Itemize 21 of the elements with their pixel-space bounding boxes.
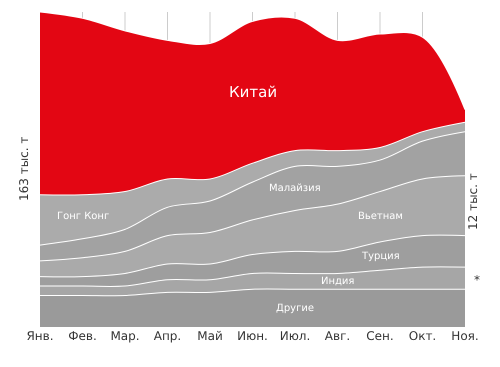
series-label: Малайзия (269, 183, 321, 194)
annotation: * (474, 273, 480, 287)
x-tick-label: Июн. (237, 329, 268, 343)
x-tick-label: Июл. (280, 329, 310, 343)
x-tick-label: Сен. (366, 329, 394, 343)
series-label: Турция (361, 251, 400, 262)
series-label: Китай (229, 83, 278, 101)
x-tick-label: Фев. (68, 329, 97, 343)
x-tick-label: Окт. (408, 329, 436, 343)
x-tick-label: Ноя. (451, 329, 479, 343)
x-tick-label: Апр. (154, 329, 182, 343)
series-label: Гонг Конг (57, 211, 110, 222)
series-label: Другие (276, 303, 314, 314)
annotation: 12 тыс. т (466, 173, 480, 230)
x-tick-label: Май (197, 329, 223, 343)
x-tick-label: Мар. (110, 329, 140, 343)
x-tick-label: Авг. (324, 329, 350, 343)
annotation: 163 тыс. т (17, 136, 31, 201)
series-label: Индия (321, 276, 354, 287)
x-tick-label: Янв. (26, 329, 54, 343)
series-label: Вьетнам (358, 211, 403, 222)
